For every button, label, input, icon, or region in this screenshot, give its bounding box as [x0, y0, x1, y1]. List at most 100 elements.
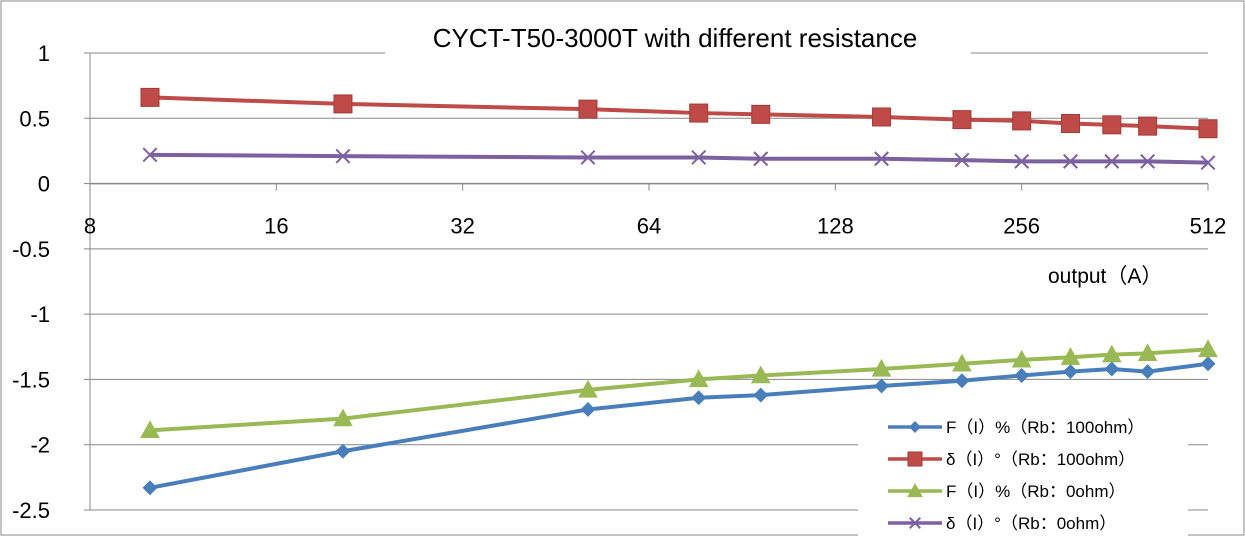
x-tick-label: 512: [1190, 214, 1227, 239]
data-point: [140, 87, 160, 107]
data-point: [1061, 114, 1081, 134]
data-point: [1140, 364, 1156, 380]
chart-title-box: CYCT-T50-3000T with different resistance: [385, 16, 971, 60]
data-point: [1198, 119, 1218, 139]
data-point: [750, 365, 771, 384]
data-point: [688, 369, 709, 388]
y-tick-label: 0.5: [19, 106, 50, 131]
x-tick-label: 8: [84, 214, 96, 239]
legend-swatch-marker: [907, 482, 923, 498]
legend-swatch-marker: [909, 517, 921, 529]
data-point: [952, 110, 972, 130]
chart-title: CYCT-T50-3000T with different resistance: [433, 23, 918, 53]
data-point: [580, 150, 596, 165]
data-point: [753, 151, 769, 167]
x-marker-stroke: [874, 151, 889, 167]
x-tick-labels: 8 16 32 64 128 256 512: [84, 214, 1226, 239]
axes: [84, 52, 1209, 511]
data-point: [1138, 116, 1158, 136]
data-point: [1101, 344, 1122, 363]
x-tick-label: 16: [264, 214, 288, 239]
legend-item: F（I）%（Rb：0ohm）: [888, 482, 1125, 501]
legend-label: F（I）%（Rb：100ohm）: [946, 418, 1144, 437]
chart-title-background: [385, 16, 971, 60]
data-point: [333, 94, 353, 114]
data-point: [142, 147, 158, 163]
data-point: [1011, 349, 1032, 368]
data-point: [874, 151, 889, 167]
y-tick-labels: 1 0.5 0 -0.5 -1 -1.5 -2 -2.5: [12, 41, 50, 523]
series-line: [149, 347, 1209, 433]
x-marker-stroke: [1104, 153, 1120, 169]
x-marker-stroke: [1140, 153, 1156, 169]
x-marker-stroke: [691, 150, 707, 165]
x-axis-label: output（A）: [1048, 265, 1162, 288]
data-point: [751, 104, 771, 124]
data-point: [1014, 368, 1030, 383]
series-4: [142, 147, 1216, 171]
data-point: [1060, 347, 1081, 365]
x-marker-stroke: [142, 147, 158, 163]
x-marker-stroke: [335, 148, 351, 164]
data-point: [1063, 153, 1078, 169]
y-tick-label: -1.5: [12, 367, 50, 392]
data-point: [872, 107, 892, 127]
series-1: [142, 356, 1216, 496]
y-tick-label: -1: [30, 302, 50, 327]
y-tick-label: 0: [38, 172, 50, 197]
x-marker-stroke: [954, 152, 970, 168]
x-marker-stroke: [753, 151, 769, 167]
data-point: [1137, 343, 1158, 362]
data-point: [1200, 155, 1216, 171]
data-point: [1104, 361, 1120, 377]
data-point: [1104, 153, 1120, 169]
data-point: [580, 402, 596, 417]
series-3: [140, 339, 1218, 439]
legend-item: F（I）%（Rb：100ohm）: [888, 418, 1144, 437]
y-tick-label: -2: [30, 433, 50, 458]
y-tick-label: 1: [38, 41, 50, 66]
data-point: [1200, 356, 1216, 372]
data-point: [871, 358, 892, 377]
series-2: [140, 87, 1218, 139]
legend-item: δ（I）°（Rb：100ohm）: [888, 450, 1135, 469]
data-point: [1102, 115, 1122, 135]
legend-label: δ（I）°（Rb：100ohm）: [946, 450, 1135, 469]
legend-label: δ（I）°（Rb：0ohm）: [946, 514, 1116, 533]
data-point: [578, 379, 598, 398]
legend-swatch-marker: [909, 421, 921, 433]
data-point: [1140, 153, 1156, 169]
data-point: [333, 408, 353, 427]
data-point: [954, 152, 970, 168]
data-point: [142, 480, 158, 496]
data-point: [140, 420, 160, 439]
data-point: [1012, 111, 1032, 131]
x-marker-stroke: [1200, 155, 1216, 171]
x-tick-label: 64: [637, 214, 661, 239]
data-point: [1198, 339, 1218, 358]
data-point: [691, 150, 707, 165]
x-tick-label: 256: [1003, 214, 1040, 239]
x-marker-stroke: [909, 517, 921, 529]
x-marker-stroke: [1014, 153, 1030, 169]
data-point: [335, 148, 351, 164]
data-point: [1063, 364, 1078, 380]
x-marker-stroke: [1063, 153, 1078, 169]
data-point: [689, 103, 709, 123]
data-point: [578, 99, 598, 119]
x-tick-label: 128: [817, 214, 854, 239]
y-tick-label: -0.5: [12, 237, 50, 262]
x-tick-label: 32: [450, 214, 474, 239]
legend-swatch-marker: [907, 451, 923, 467]
series-line: [149, 152, 1209, 165]
data-point: [1014, 153, 1030, 169]
data-point: [874, 378, 889, 394]
data-point: [753, 387, 769, 403]
x-marker-stroke: [580, 150, 596, 165]
y-tick-label: -2.5: [12, 498, 50, 523]
data-point: [691, 390, 707, 406]
data-point: [335, 443, 351, 459]
data-point: [954, 373, 970, 389]
